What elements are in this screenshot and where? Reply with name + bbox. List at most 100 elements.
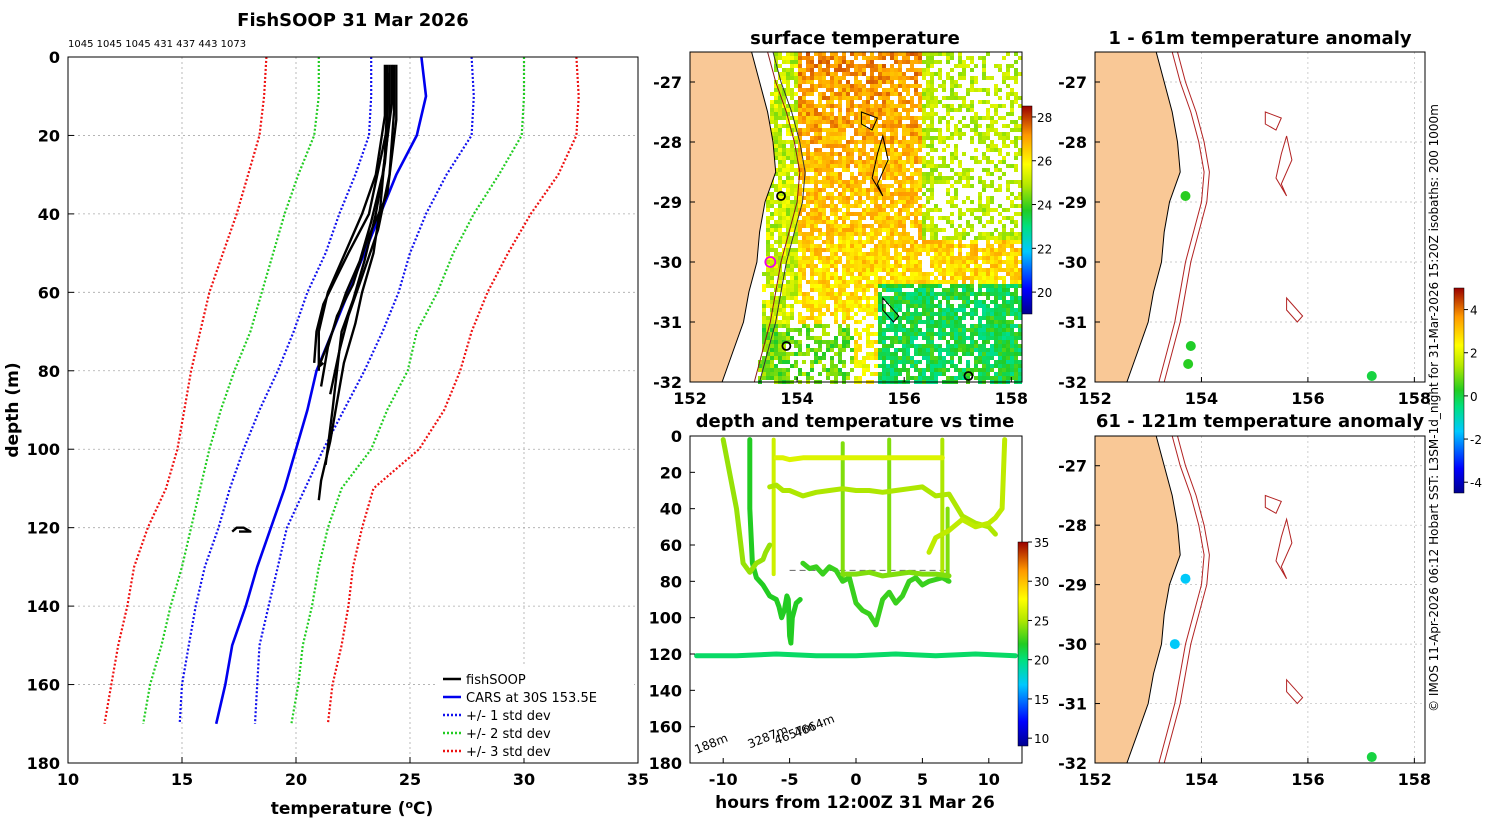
sst-cell xyxy=(970,292,974,296)
sst-cell xyxy=(850,368,854,372)
sst-cell xyxy=(894,308,898,312)
sst-cell xyxy=(862,112,866,116)
sst-cell xyxy=(902,188,906,192)
sst-cell xyxy=(950,176,954,180)
sst-cell xyxy=(934,236,938,240)
sst-cell xyxy=(918,52,922,56)
sst-cell xyxy=(830,208,834,212)
sst-cell xyxy=(1010,284,1014,288)
sst-cell xyxy=(810,300,814,304)
sst-cell xyxy=(766,196,770,200)
sst-cell xyxy=(838,308,842,312)
sst-cell xyxy=(842,60,846,64)
sst-cell xyxy=(898,52,902,56)
sst-cell xyxy=(822,256,826,260)
sst-cell xyxy=(970,128,974,132)
sst-cell xyxy=(894,172,898,176)
sst-cell xyxy=(962,316,966,320)
sst-cell xyxy=(898,372,902,376)
sst-cell xyxy=(890,56,894,60)
sst-cell xyxy=(922,180,926,184)
sst-cell xyxy=(998,288,1002,292)
sst-cell xyxy=(874,56,878,60)
sst-cell xyxy=(818,324,822,328)
sst-cell xyxy=(814,300,818,304)
sst-cell xyxy=(958,56,962,60)
sst-cell xyxy=(826,168,830,172)
sst-cell xyxy=(982,328,986,332)
sst-cell xyxy=(818,76,822,80)
sst-cell xyxy=(922,216,926,220)
sst-cell xyxy=(974,260,978,264)
sst-cell xyxy=(1006,188,1010,192)
sst-cell xyxy=(1014,120,1018,124)
sst-cell xyxy=(842,120,846,124)
sst-cell xyxy=(822,216,826,220)
sst-cell xyxy=(826,304,830,308)
sst-cell xyxy=(766,240,770,244)
sst-cell xyxy=(922,68,926,72)
sst-cell xyxy=(998,184,1002,188)
sst-cell xyxy=(766,304,770,308)
sst-cell xyxy=(878,372,882,376)
sst-cell xyxy=(858,196,862,200)
sst-cell xyxy=(902,136,906,140)
sst-cell xyxy=(938,128,942,132)
sst-cell xyxy=(822,272,826,276)
lon-tick-label: 152 xyxy=(1078,389,1111,408)
sst-cell xyxy=(986,332,990,336)
sst-cell xyxy=(846,312,850,316)
sst-cell xyxy=(866,128,870,132)
sst-cell xyxy=(998,376,1002,380)
sst-cell xyxy=(886,364,890,368)
sst-cell xyxy=(958,372,962,376)
sst-cell xyxy=(998,296,1002,300)
sst-cell xyxy=(986,184,990,188)
sst-cell xyxy=(922,72,926,76)
sst-cell xyxy=(806,180,810,184)
sst-cell xyxy=(1014,196,1018,200)
sst-cell xyxy=(886,88,890,92)
sst-cell xyxy=(882,344,886,348)
sst-cell xyxy=(858,140,862,144)
sst-cell xyxy=(1006,92,1010,96)
sst-cell xyxy=(930,368,934,372)
sst-cell xyxy=(874,276,878,280)
sst-cell xyxy=(946,256,950,260)
sst-cell xyxy=(826,348,830,352)
sst-cell xyxy=(874,64,878,68)
sst-cell xyxy=(774,268,778,272)
sst-cell xyxy=(934,256,938,260)
sst-cell xyxy=(930,128,934,132)
sst-cell xyxy=(982,72,986,76)
sst-cell xyxy=(842,132,846,136)
sst-cell xyxy=(790,280,794,284)
sst-cell xyxy=(794,136,798,140)
sst-cell xyxy=(938,344,942,348)
sst-cell xyxy=(842,204,846,208)
sst-cell xyxy=(918,180,922,184)
sst-cell xyxy=(942,272,946,276)
time-y-tick-label: 60 xyxy=(660,536,682,555)
sst-cell xyxy=(998,344,1002,348)
sst-cell xyxy=(802,232,806,236)
sst-cell xyxy=(834,264,838,268)
sst-cell xyxy=(882,312,886,316)
sst-cell xyxy=(938,176,942,180)
sst-cell xyxy=(770,108,774,112)
sst-cell xyxy=(954,332,958,336)
sst-cell xyxy=(906,264,910,268)
sst-cell xyxy=(842,344,846,348)
sst-cell xyxy=(970,256,974,260)
sst-cell xyxy=(786,56,790,60)
sst-cell xyxy=(786,120,790,124)
time-y-tick-label: 40 xyxy=(660,500,682,519)
sst-cell xyxy=(1002,80,1006,84)
sst-cell xyxy=(810,220,814,224)
sst-cell xyxy=(918,232,922,236)
sst-cell xyxy=(922,156,926,160)
sst-cell xyxy=(770,116,774,120)
sst-cell xyxy=(902,328,906,332)
sst-cell xyxy=(942,244,946,248)
sst-cell xyxy=(854,296,858,300)
